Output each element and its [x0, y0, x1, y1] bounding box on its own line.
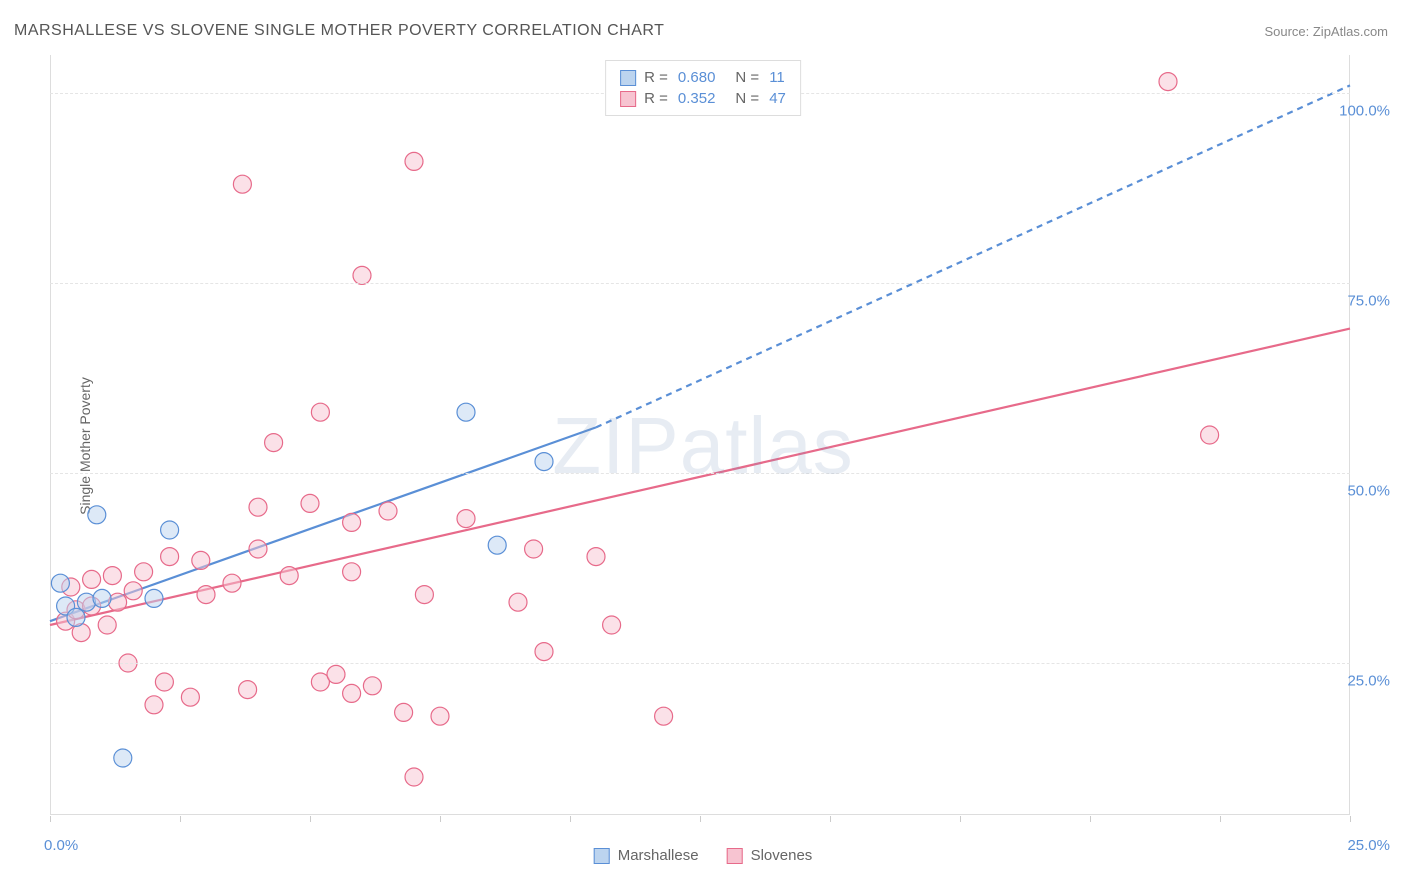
data-point [353, 266, 371, 284]
chart-svg [0, 0, 1406, 892]
data-point [98, 616, 116, 634]
swatch-slovenes-icon [727, 848, 743, 864]
data-point [192, 551, 210, 569]
data-point [181, 688, 199, 706]
data-point [197, 586, 215, 604]
swatch-marshallese-icon [594, 848, 610, 864]
data-point [103, 567, 121, 585]
data-point [327, 665, 345, 683]
x-tick [700, 816, 701, 822]
data-point [249, 498, 267, 516]
data-point [83, 570, 101, 588]
gridline [50, 473, 1350, 474]
data-point [655, 707, 673, 725]
data-point [67, 608, 85, 626]
gridline [50, 283, 1350, 284]
data-point [124, 582, 142, 600]
y-tick-label: 50.0% [1347, 483, 1390, 500]
data-point [114, 749, 132, 767]
data-point [233, 175, 251, 193]
legend-n-value-1: 47 [769, 90, 786, 107]
x-tick [50, 816, 51, 822]
data-point [265, 434, 283, 452]
legend-item-slovenes: Slovenes [727, 847, 813, 864]
data-point [301, 494, 319, 512]
legend-r-value-0: 0.680 [678, 69, 716, 86]
legend-r-value-1: 0.352 [678, 90, 716, 107]
y-tick-label: 100.0% [1339, 103, 1390, 120]
data-point [525, 540, 543, 558]
data-point [93, 589, 111, 607]
legend-n-label: N = [735, 69, 759, 86]
legend-label-1: Slovenes [751, 847, 813, 864]
data-point [457, 510, 475, 528]
x-tick [1350, 816, 1351, 822]
data-point [77, 593, 95, 611]
gridline [50, 663, 1350, 664]
data-point [509, 593, 527, 611]
x-tick [310, 816, 311, 822]
x-tick [570, 816, 571, 822]
data-point [535, 453, 553, 471]
data-point [145, 696, 163, 714]
legend-item-marshallese: Marshallese [594, 847, 699, 864]
trend-line [50, 329, 1350, 625]
data-point [535, 643, 553, 661]
trend-line [596, 85, 1350, 427]
legend-label-0: Marshallese [618, 847, 699, 864]
data-point [145, 589, 163, 607]
x-tick [1090, 816, 1091, 822]
data-point [239, 681, 257, 699]
data-point [280, 567, 298, 585]
data-point [457, 403, 475, 421]
data-point [135, 563, 153, 581]
legend-row-marshallese: R = 0.680 N = 11 [620, 67, 786, 88]
data-point [343, 513, 361, 531]
data-point [51, 574, 69, 592]
data-point [311, 403, 329, 421]
swatch-marshallese [620, 70, 636, 86]
y-tick-label: 75.0% [1347, 293, 1390, 310]
data-point [488, 536, 506, 554]
x-tick [960, 816, 961, 822]
data-point [223, 574, 241, 592]
swatch-slovenes [620, 91, 636, 107]
legend-n-value-0: 11 [769, 69, 785, 86]
legend-row-slovenes: R = 0.352 N = 47 [620, 88, 786, 109]
data-point [415, 586, 433, 604]
data-point [249, 540, 267, 558]
data-point [109, 593, 127, 611]
x-tick [830, 816, 831, 822]
data-point [343, 563, 361, 581]
y-tick-label: 25.0% [1347, 673, 1390, 690]
data-point [395, 703, 413, 721]
x-tick [440, 816, 441, 822]
data-point [161, 548, 179, 566]
legend-n-label: N = [735, 90, 759, 107]
x-tick-label: 0.0% [44, 837, 78, 854]
data-point [1159, 73, 1177, 91]
legend-r-label: R = [644, 69, 668, 86]
data-point [603, 616, 621, 634]
legend-r-label: R = [644, 90, 668, 107]
x-tick [180, 816, 181, 822]
x-tick [1220, 816, 1221, 822]
legend-series: Marshallese Slovenes [594, 847, 813, 864]
correlation-chart: MARSHALLESE VS SLOVENE SINGLE MOTHER POV… [0, 0, 1406, 892]
data-point [343, 684, 361, 702]
legend-stats: R = 0.680 N = 11 R = 0.352 N = 47 [605, 60, 801, 116]
data-point [379, 502, 397, 520]
data-point [363, 677, 381, 695]
x-tick-label: 25.0% [1347, 837, 1390, 854]
data-point [88, 506, 106, 524]
data-point [155, 673, 173, 691]
data-point [431, 707, 449, 725]
data-point [161, 521, 179, 539]
data-point [1201, 426, 1219, 444]
data-point [405, 768, 423, 786]
data-point [405, 152, 423, 170]
data-point [587, 548, 605, 566]
